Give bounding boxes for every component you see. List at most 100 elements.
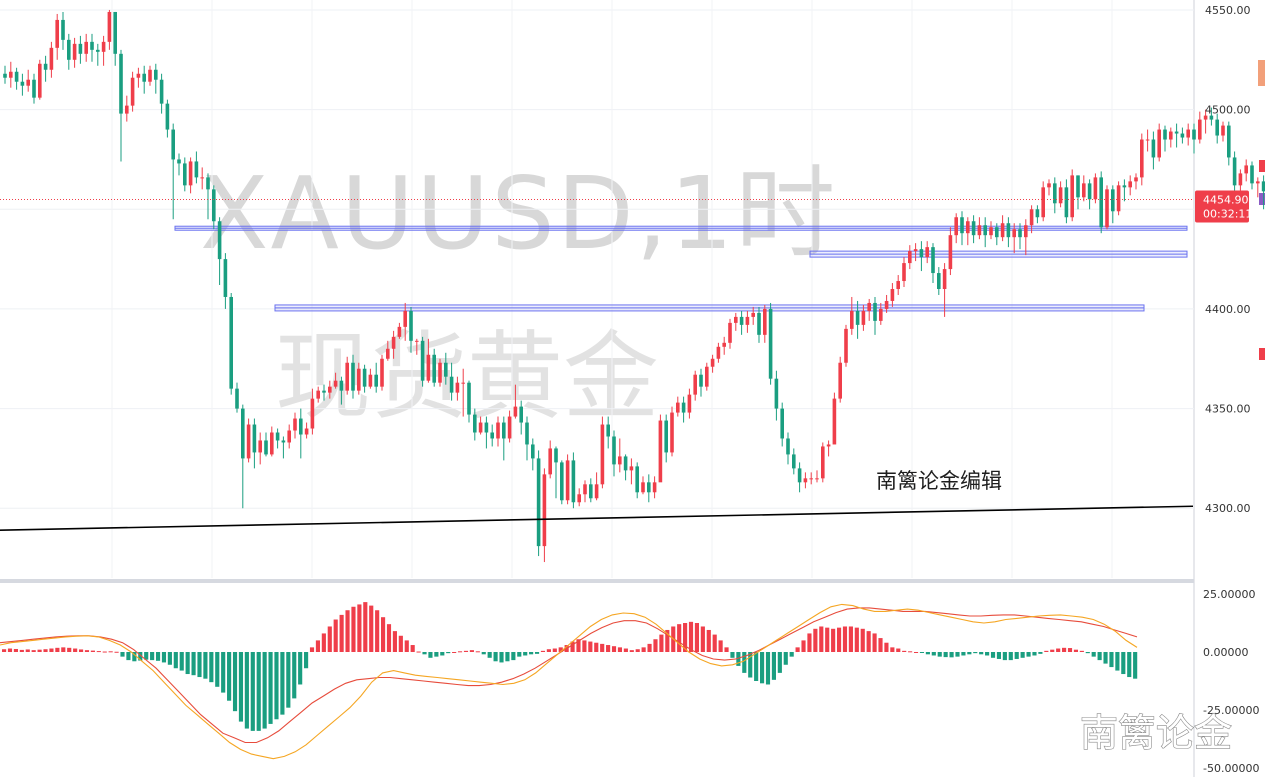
candle-body [171, 129, 175, 160]
macd-histogram-bar [238, 652, 244, 722]
macd-histogram-bar [369, 605, 374, 652]
macd-pane [0, 602, 1138, 760]
candle-body [119, 53, 123, 114]
macd-histogram-bar [440, 652, 445, 656]
macd-histogram-bar [783, 652, 788, 665]
candle-body [710, 358, 715, 367]
candle-body [1070, 175, 1074, 218]
candle-body [1012, 229, 1016, 238]
candle-body [983, 225, 987, 236]
candle-body [705, 366, 709, 387]
macd-histogram-bar [943, 652, 948, 658]
macd-histogram-bar [203, 652, 208, 679]
candle-body [1151, 139, 1156, 158]
macd-histogram-bar [114, 651, 119, 653]
candle-body [130, 77, 135, 106]
candle-body [409, 310, 413, 341]
candle-body [293, 418, 297, 431]
trendline [0, 505, 1194, 531]
macd-histogram-bar [505, 652, 510, 662]
macd-histogram-bar [623, 648, 628, 652]
current-price-countdown: 00:32:11 [1203, 208, 1252, 221]
macd-histogram-bar [831, 628, 836, 652]
macd-histogram-bar [990, 652, 996, 658]
candle-body [763, 308, 767, 335]
macd-histogram-bar [979, 652, 984, 655]
macd-histogram-bar [801, 640, 806, 652]
candle-body [635, 466, 639, 493]
macd-histogram-bar [43, 649, 48, 652]
candle-body [9, 71, 13, 78]
macd-histogram-bar [777, 652, 782, 673]
macd-histogram-bar [13, 648, 18, 652]
macd-histogram-bar [1056, 648, 1061, 652]
macd-histogram-bar [339, 614, 344, 652]
macd-histogram-bar [19, 649, 24, 652]
macd-histogram-bar [700, 626, 705, 652]
candle-body [339, 380, 344, 391]
candle-body [1128, 181, 1132, 188]
candle-body [502, 422, 506, 439]
macd-histogram-bar [150, 652, 155, 661]
macd-histogram-bar [967, 652, 972, 655]
macd-histogram-bar [1067, 648, 1073, 652]
macd-histogram-bar [422, 652, 427, 655]
candle-body [316, 390, 320, 399]
macd-histogram-bar [594, 642, 599, 652]
macd-histogram-bar [55, 647, 60, 652]
macd-histogram-bar [718, 640, 723, 652]
candle-body [606, 424, 610, 437]
macd-histogram-bar [268, 652, 273, 724]
candle-body [1180, 133, 1185, 138]
candle-body [328, 386, 332, 393]
macd-histogram-bar [410, 645, 415, 652]
macd-histogram-bar [333, 619, 338, 652]
macd-histogram-bar [511, 652, 516, 661]
macd-histogram-bar [919, 652, 925, 653]
candle-body [1244, 165, 1248, 174]
macd-histogram-bar [665, 629, 670, 652]
candle-body [786, 438, 790, 455]
candle-body [478, 422, 483, 433]
macd-histogram-bar [221, 652, 226, 693]
macd-histogram-bar [120, 652, 125, 657]
macd-histogram-bar [351, 606, 356, 652]
candle-body [1099, 177, 1103, 228]
candle-body [739, 316, 744, 325]
macd-histogram-bar [742, 652, 747, 673]
macd-histogram-bar [428, 652, 433, 658]
candle-body [542, 474, 547, 547]
candle-body [745, 316, 750, 325]
candle-body [1157, 129, 1161, 158]
candle-body [264, 440, 268, 455]
candle-body [194, 161, 199, 178]
candle-body [577, 494, 581, 503]
macd-histogram-bar [37, 649, 42, 652]
candle-body [1221, 125, 1225, 136]
macd-histogram-bar [499, 652, 504, 663]
macd-histogram-bar [653, 639, 658, 652]
macd-histogram-bar [386, 624, 392, 652]
macd-histogram-bar [1127, 652, 1132, 678]
candle-body [1215, 119, 1219, 136]
candle-body [890, 289, 895, 301]
candle-body [1041, 187, 1045, 218]
macd-histogram-bar [363, 602, 368, 652]
macd-histogram-bar [31, 650, 36, 652]
macd-histogram-bar [1091, 652, 1096, 657]
candle-body [600, 424, 605, 485]
macd-histogram-bar [138, 652, 143, 661]
candle-body [1232, 157, 1237, 186]
macd-histogram-bar [913, 652, 919, 653]
macd-histogram-bar [321, 633, 326, 652]
macd-tick-label: -50.00000 [1203, 762, 1259, 775]
candle-body [78, 43, 83, 54]
candle-body [1227, 125, 1231, 158]
macd-histogram-bar [375, 610, 380, 652]
macd-histogram-bar [227, 652, 232, 701]
macd-histogram-bar [600, 643, 605, 652]
candle-body [258, 440, 262, 453]
candle-body [1053, 183, 1057, 204]
macd-histogram-bar [345, 610, 350, 652]
